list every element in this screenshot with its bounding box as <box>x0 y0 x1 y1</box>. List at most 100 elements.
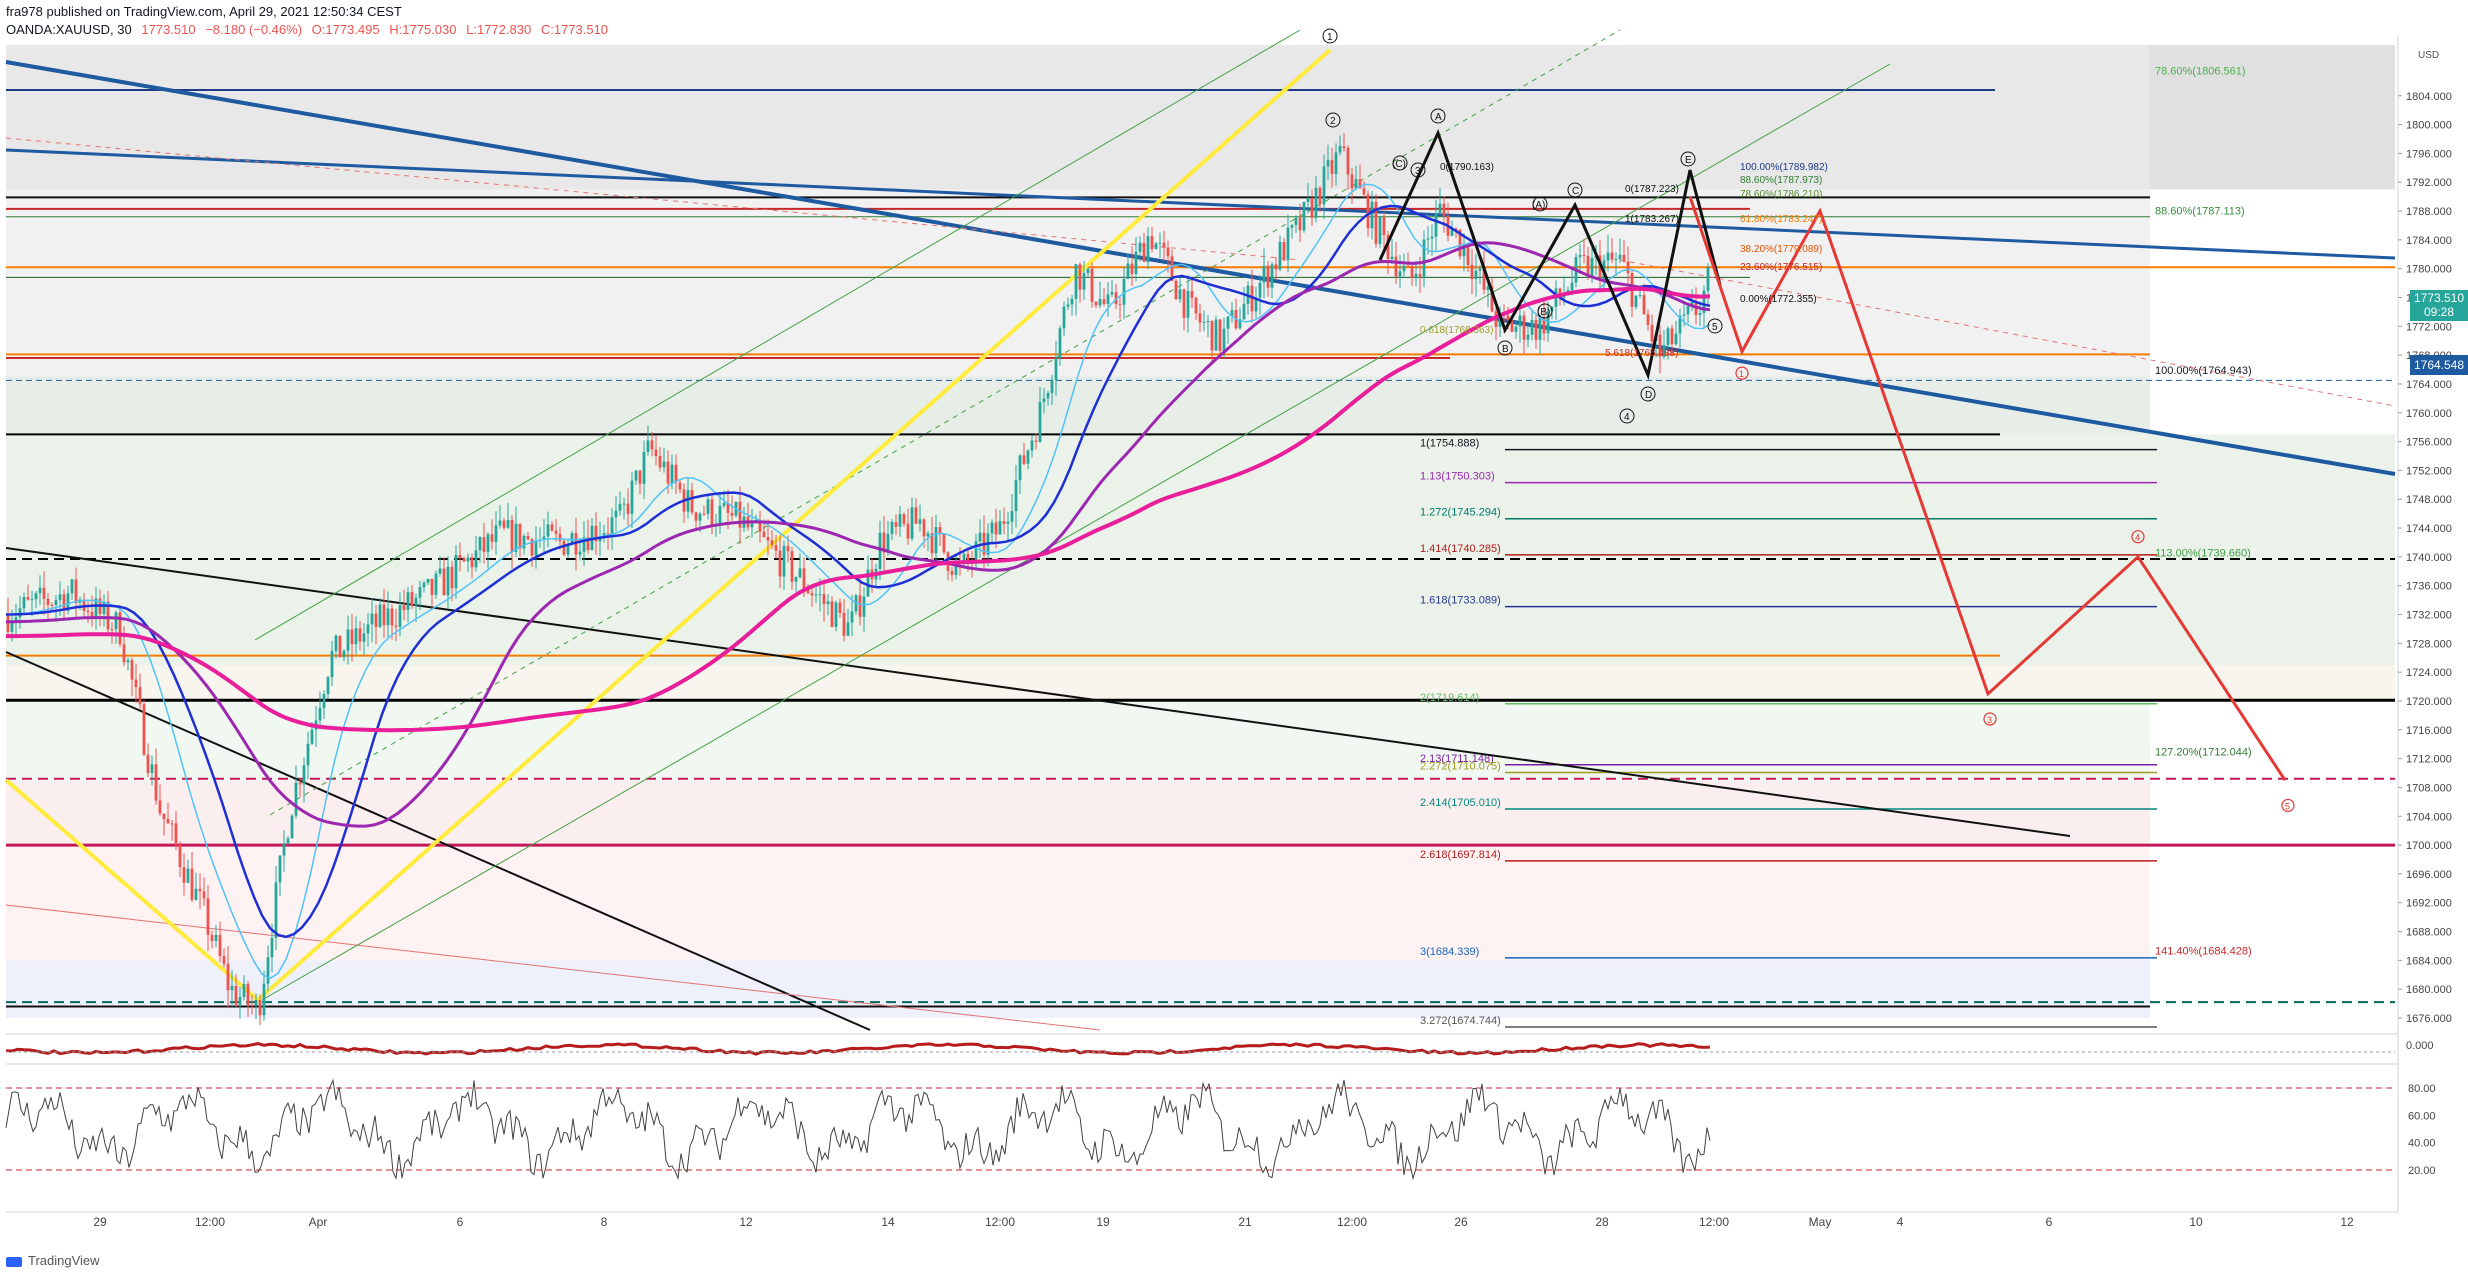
wave-label: C <box>1572 186 1579 197</box>
candle-body <box>686 490 690 512</box>
price-tick-label: 1696.000 <box>2406 869 2452 881</box>
candle-body <box>818 594 822 596</box>
candle-body <box>1306 198 1310 202</box>
candle-body <box>1086 268 1090 274</box>
price-tick-label: 1700.000 <box>2406 840 2452 852</box>
candle-body <box>326 677 330 695</box>
candle-body <box>1410 265 1414 278</box>
rsi-tick-label: 80.00 <box>2408 1083 2436 1095</box>
last-price-box-time: 09:28 <box>2423 305 2455 319</box>
candle-body <box>898 514 902 527</box>
candle-body <box>214 934 218 941</box>
symbol-title[interactable]: OANDA:XAUUSD, 30 <box>6 22 132 37</box>
candle-body <box>22 597 26 609</box>
candle-body <box>706 499 710 514</box>
candle-body <box>1238 319 1242 329</box>
candle-body <box>794 577 798 582</box>
time-tick-label: 10 <box>2189 1215 2203 1229</box>
axis-currency: USD <box>2418 50 2439 61</box>
cluster-level-label: 100.00%(1789.982) <box>1740 162 1828 173</box>
candle-body <box>1438 203 1442 214</box>
candle-body <box>74 579 78 603</box>
zone-blue <box>6 960 2150 1018</box>
candle-body <box>782 545 786 577</box>
candle-body <box>1294 217 1298 225</box>
candle-body <box>1478 268 1482 271</box>
candle-body <box>906 523 910 539</box>
candle-body <box>1130 263 1134 274</box>
candle-body <box>938 526 942 534</box>
candle-body <box>1366 194 1370 229</box>
fib-level-label: 141.40%(1684.428) <box>2155 945 2252 957</box>
fib-level-label: 2.272(1710.075) <box>1420 760 1501 772</box>
candle-body <box>866 569 870 597</box>
time-tick-label: 19 <box>1096 1215 1110 1229</box>
crosshair-price-box: 1764.548 <box>2410 355 2468 375</box>
candle-body <box>494 525 498 542</box>
candle-body <box>1118 304 1122 306</box>
price-tick-label: 1784.000 <box>2406 235 2452 247</box>
candle-body <box>1418 273 1422 277</box>
candle-body <box>1070 298 1074 305</box>
trendline-main <box>5 60 2396 476</box>
candle-body <box>1274 264 1278 270</box>
candle-body <box>802 568 806 590</box>
tradingview-logo[interactable]: TradingView <box>6 1253 100 1268</box>
candle-body <box>1094 301 1098 306</box>
yellow-impulse <box>4 48 1332 1003</box>
candle-body <box>618 503 622 511</box>
candle-body <box>234 985 238 1005</box>
fib-level-label: 3(1684.339) <box>1420 946 1479 958</box>
wave-label: (A) <box>1532 200 1545 211</box>
wave-label-marker <box>1325 112 1341 128</box>
candle-body <box>1610 252 1614 260</box>
candle-body <box>1626 261 1630 274</box>
forecast-point-label: 1 <box>1739 369 1744 379</box>
candle-body <box>138 687 142 705</box>
candle-body <box>1490 286 1494 312</box>
macd-line <box>5 1042 1711 1056</box>
price-tick-label: 1708.000 <box>2406 782 2452 794</box>
candle-body <box>926 533 930 537</box>
candle-body <box>90 611 94 619</box>
fib-level-label: 1.618(1733.089) <box>1420 595 1501 607</box>
candle-body <box>1590 257 1594 277</box>
candle-body <box>102 601 106 614</box>
candle-body <box>210 934 214 941</box>
candle-body <box>1074 264 1078 299</box>
candle-body <box>722 503 726 506</box>
fib-level-label: 2(1719.614) <box>1420 692 1479 704</box>
candle-body <box>362 633 366 642</box>
price-tick-label: 1688.000 <box>2406 927 2452 939</box>
candle-body <box>1198 313 1202 323</box>
candle-body <box>1190 291 1194 298</box>
time-tick-label: 12 <box>2340 1215 2354 1229</box>
candle-body <box>1534 319 1538 340</box>
candle-body <box>1166 247 1170 257</box>
candle-body <box>1518 315 1522 327</box>
wave-label: 4 <box>1624 412 1630 423</box>
candle-body <box>1162 242 1166 248</box>
wave-label: 1 <box>1327 32 1333 43</box>
trendline-red-dashed <box>5 137 1301 261</box>
candle-body <box>562 540 566 555</box>
candle-body <box>650 440 654 450</box>
candle-body <box>810 593 814 596</box>
last-price: 1773.510 <box>141 22 196 37</box>
candle-body <box>1666 328 1670 346</box>
wave-label-marker <box>1322 28 1338 44</box>
candle-body <box>1182 289 1186 318</box>
candle-body <box>226 963 230 991</box>
candle-body <box>302 765 306 785</box>
candle-body <box>830 601 834 627</box>
candle-body <box>394 625 398 627</box>
time-tick-label: 6 <box>2046 1215 2053 1229</box>
candle-body <box>862 596 866 617</box>
candle-body <box>170 823 174 825</box>
candle-body <box>230 985 234 991</box>
forecast-point-marker <box>2281 798 2295 813</box>
candle-body <box>1098 299 1102 306</box>
candle-body <box>1310 198 1314 218</box>
candle-body <box>246 983 250 1005</box>
